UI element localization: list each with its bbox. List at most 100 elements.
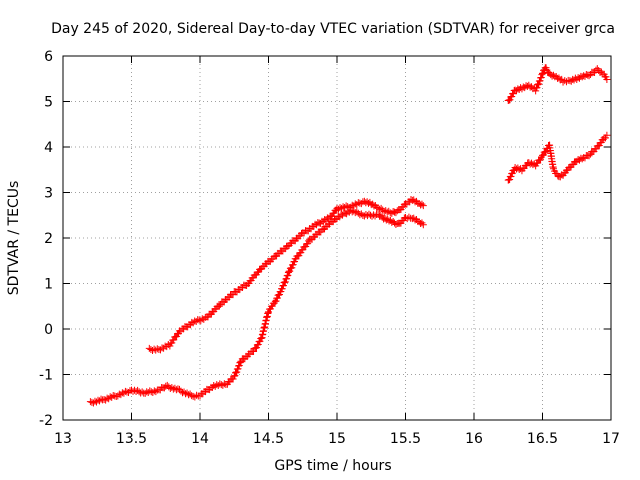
- data-point: [220, 380, 228, 388]
- data-point: [354, 199, 362, 207]
- data-point: [354, 209, 362, 217]
- x-tick-label: 16: [465, 431, 483, 447]
- data-point: [603, 75, 611, 83]
- x-tick-label: 15.5: [390, 431, 421, 447]
- data-point: [105, 395, 113, 403]
- data-point: [235, 362, 243, 370]
- data-point: [279, 282, 287, 290]
- data-point: [353, 208, 361, 216]
- data-point: [120, 389, 128, 397]
- data-point: [278, 285, 286, 293]
- y-tick-label: -1: [39, 368, 53, 384]
- data-point: [168, 384, 176, 392]
- y-axis-label: SDTVAR / TECUs: [6, 181, 22, 296]
- data-point: [356, 211, 364, 219]
- data-point: [180, 388, 188, 396]
- data-point: [163, 381, 171, 389]
- plot-frame: [62, 55, 612, 421]
- data-point: [89, 399, 97, 407]
- data-point: [536, 77, 544, 85]
- data-point: [152, 388, 160, 396]
- x-tick-label: 15: [328, 431, 346, 447]
- data-point: [153, 345, 161, 353]
- data-point: [281, 278, 289, 286]
- data-point: [114, 392, 122, 400]
- data-point: [195, 316, 203, 324]
- data-point: [191, 317, 199, 325]
- data-point: [150, 387, 158, 395]
- x-tick-label: 16.5: [527, 431, 558, 447]
- y-tick-label: 2: [44, 231, 53, 247]
- axis-ticks: 13 13.5 14 14.5 15 15.5 16 16.5 17 -2 -1 0 1 2 3 4 5 6: [39, 49, 620, 447]
- data-point: [236, 358, 244, 366]
- data-point: [419, 202, 427, 210]
- x-tick-label: 13: [54, 431, 72, 447]
- data-point: [108, 393, 116, 401]
- data-point: [109, 391, 117, 399]
- data-point: [185, 391, 193, 399]
- x-tick-label: 14.5: [253, 431, 284, 447]
- x-tick-label: 14: [191, 431, 209, 447]
- data-point: [118, 389, 126, 397]
- data-point: [344, 203, 352, 211]
- x-tick-label: 17: [602, 431, 620, 447]
- data-point: [162, 382, 170, 390]
- data-point: [149, 388, 157, 396]
- data-point: [374, 204, 382, 212]
- data-point: [418, 200, 426, 208]
- y-tick-label: 3: [44, 186, 53, 202]
- data-point: [351, 209, 359, 217]
- data-point: [382, 207, 390, 215]
- data-point: [284, 269, 292, 277]
- data-point: [183, 389, 191, 397]
- y-tick-label: 5: [44, 95, 53, 111]
- data-point: [193, 391, 201, 399]
- data-point: [338, 204, 346, 212]
- data-point: [96, 397, 104, 405]
- data-point: [603, 131, 611, 139]
- data-point: [141, 389, 149, 397]
- y-tick-label: 1: [44, 277, 53, 293]
- data-point: [284, 271, 292, 279]
- y-tick-label: 4: [44, 140, 53, 156]
- grid: [63, 56, 611, 420]
- data-point: [231, 372, 239, 380]
- data-point: [123, 388, 131, 396]
- data-point: [103, 394, 111, 402]
- data-point: [106, 393, 114, 401]
- data-point: [533, 84, 541, 92]
- data-point: [234, 365, 242, 373]
- data-point: [342, 202, 350, 210]
- data-point: [350, 202, 358, 210]
- data-point: [377, 204, 385, 212]
- data-point: [356, 199, 364, 207]
- data-point: [171, 384, 179, 392]
- data-point: [348, 201, 356, 209]
- data-point: [92, 398, 100, 406]
- data-point: [191, 393, 199, 401]
- data-point: [376, 205, 384, 213]
- x-tick-label: 13.5: [116, 431, 147, 447]
- data-point: [197, 317, 205, 325]
- x-axis-label: GPS time / hours: [274, 458, 391, 474]
- data-point: [177, 387, 185, 395]
- data-point: [351, 200, 359, 208]
- data-point: [233, 368, 241, 376]
- data-marks: [86, 64, 611, 407]
- data-point: [335, 205, 343, 213]
- data-point: [229, 375, 237, 383]
- chart-title: Day 245 of 2020, Sidereal Day-to-day VTE…: [51, 21, 615, 37]
- data-point: [405, 213, 413, 221]
- data-point: [102, 396, 110, 404]
- series-trace-a: [86, 206, 427, 407]
- data-point: [250, 348, 258, 356]
- data-point: [100, 396, 108, 404]
- data-point: [198, 315, 206, 323]
- data-point: [418, 219, 426, 227]
- data-point: [379, 206, 387, 214]
- data-point: [537, 73, 545, 81]
- data-point: [585, 152, 593, 160]
- data-point: [532, 87, 540, 95]
- data-point: [538, 71, 546, 79]
